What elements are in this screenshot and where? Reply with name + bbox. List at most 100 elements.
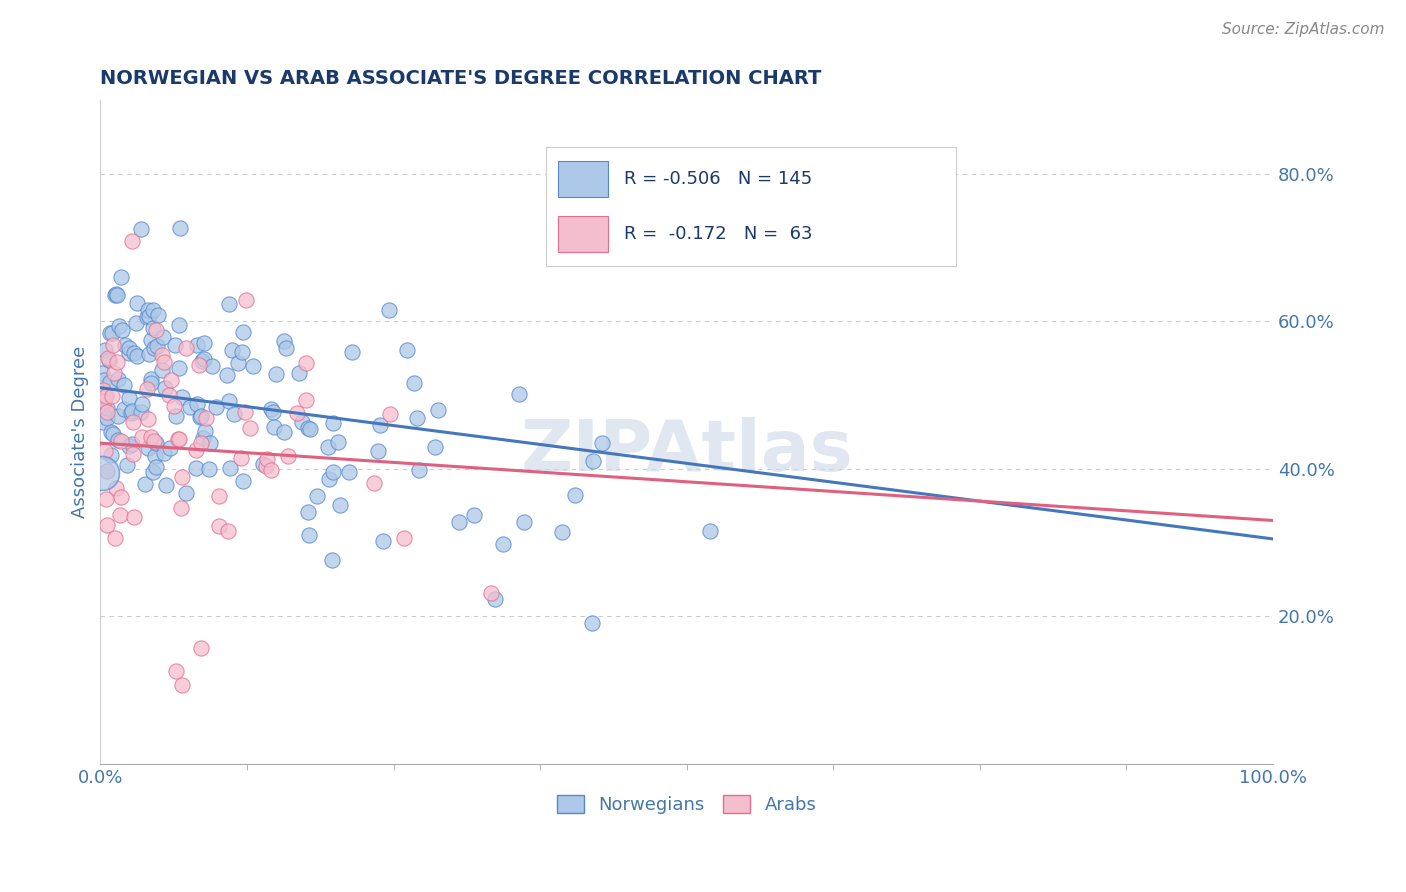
Point bbox=[479, 586, 502, 600]
Point bbox=[170, 678, 193, 692]
Point bbox=[94, 390, 117, 404]
Point bbox=[226, 356, 249, 370]
Point bbox=[121, 234, 143, 248]
Point bbox=[239, 421, 262, 435]
Point bbox=[118, 341, 141, 355]
Point bbox=[492, 537, 515, 551]
Point bbox=[363, 476, 385, 491]
Point bbox=[96, 405, 118, 419]
Point bbox=[152, 330, 174, 344]
Point bbox=[297, 527, 319, 541]
Point bbox=[145, 322, 167, 336]
Point bbox=[163, 337, 186, 351]
Point bbox=[208, 519, 231, 533]
Point bbox=[152, 363, 174, 377]
Text: Source: ZipAtlas.com: Source: ZipAtlas.com bbox=[1222, 22, 1385, 37]
Point bbox=[260, 462, 283, 476]
Point bbox=[125, 316, 148, 330]
Point bbox=[170, 501, 193, 516]
Point bbox=[90, 400, 112, 414]
Point bbox=[104, 531, 127, 545]
Point bbox=[215, 368, 238, 383]
Point bbox=[581, 615, 603, 630]
Point bbox=[329, 498, 352, 512]
Point bbox=[218, 460, 240, 475]
Point bbox=[163, 399, 186, 413]
Point bbox=[221, 343, 243, 357]
Point bbox=[273, 425, 295, 439]
Point bbox=[141, 430, 163, 444]
Point bbox=[136, 303, 159, 318]
Point bbox=[143, 341, 166, 355]
Point bbox=[134, 476, 156, 491]
Point bbox=[153, 355, 176, 369]
Point bbox=[299, 422, 322, 436]
Point bbox=[408, 463, 430, 477]
Point bbox=[277, 449, 299, 463]
Point bbox=[139, 372, 162, 386]
Point bbox=[110, 491, 132, 505]
Point bbox=[107, 318, 129, 333]
Point bbox=[122, 415, 145, 429]
Point bbox=[112, 378, 135, 392]
Point bbox=[157, 388, 180, 402]
Point bbox=[166, 432, 188, 446]
Point bbox=[232, 474, 254, 488]
Point bbox=[699, 524, 721, 538]
Point bbox=[105, 287, 128, 301]
Point bbox=[208, 489, 231, 503]
Point bbox=[107, 409, 129, 423]
Point bbox=[103, 426, 125, 441]
Point bbox=[287, 367, 309, 381]
Point bbox=[165, 409, 187, 424]
Point bbox=[582, 454, 605, 468]
Point bbox=[378, 303, 401, 318]
Point bbox=[193, 335, 215, 350]
Point bbox=[94, 343, 117, 358]
Point bbox=[138, 441, 160, 455]
Point bbox=[264, 368, 287, 382]
Point bbox=[373, 534, 395, 549]
Point bbox=[150, 348, 173, 362]
Text: NORWEGIAN VS ARAB ASSOCIATE'S DEGREE CORRELATION CHART: NORWEGIAN VS ARAB ASSOCIATE'S DEGREE COR… bbox=[100, 69, 821, 87]
Point bbox=[392, 531, 415, 545]
Point bbox=[235, 405, 257, 419]
Point bbox=[321, 552, 343, 566]
Point bbox=[169, 221, 191, 235]
Point bbox=[121, 447, 143, 461]
Point bbox=[100, 449, 122, 463]
Point bbox=[218, 297, 240, 311]
Point bbox=[104, 481, 127, 495]
Point bbox=[142, 465, 165, 479]
Point bbox=[242, 359, 264, 373]
Point bbox=[449, 516, 471, 530]
Point bbox=[129, 404, 152, 418]
Point bbox=[229, 451, 252, 466]
Point bbox=[463, 508, 485, 522]
Point bbox=[120, 406, 142, 420]
Point bbox=[93, 373, 115, 387]
Point bbox=[260, 401, 283, 416]
Point bbox=[285, 406, 308, 420]
Y-axis label: Associate's Degree: Associate's Degree bbox=[72, 346, 89, 518]
Point bbox=[188, 359, 211, 373]
Point bbox=[96, 410, 118, 425]
Point bbox=[404, 376, 426, 390]
Point bbox=[135, 382, 157, 396]
Point bbox=[90, 466, 112, 480]
Point bbox=[97, 351, 120, 365]
Point bbox=[141, 333, 163, 347]
Point bbox=[191, 354, 214, 368]
Point bbox=[97, 353, 120, 368]
Point bbox=[217, 524, 239, 538]
Point bbox=[145, 460, 167, 475]
Point bbox=[131, 397, 153, 411]
Point bbox=[91, 383, 114, 397]
Point bbox=[200, 436, 222, 450]
Point bbox=[551, 525, 574, 540]
Point bbox=[273, 334, 295, 348]
Point bbox=[170, 390, 193, 404]
Point bbox=[322, 466, 344, 480]
Point bbox=[107, 372, 129, 386]
Point bbox=[94, 389, 117, 403]
